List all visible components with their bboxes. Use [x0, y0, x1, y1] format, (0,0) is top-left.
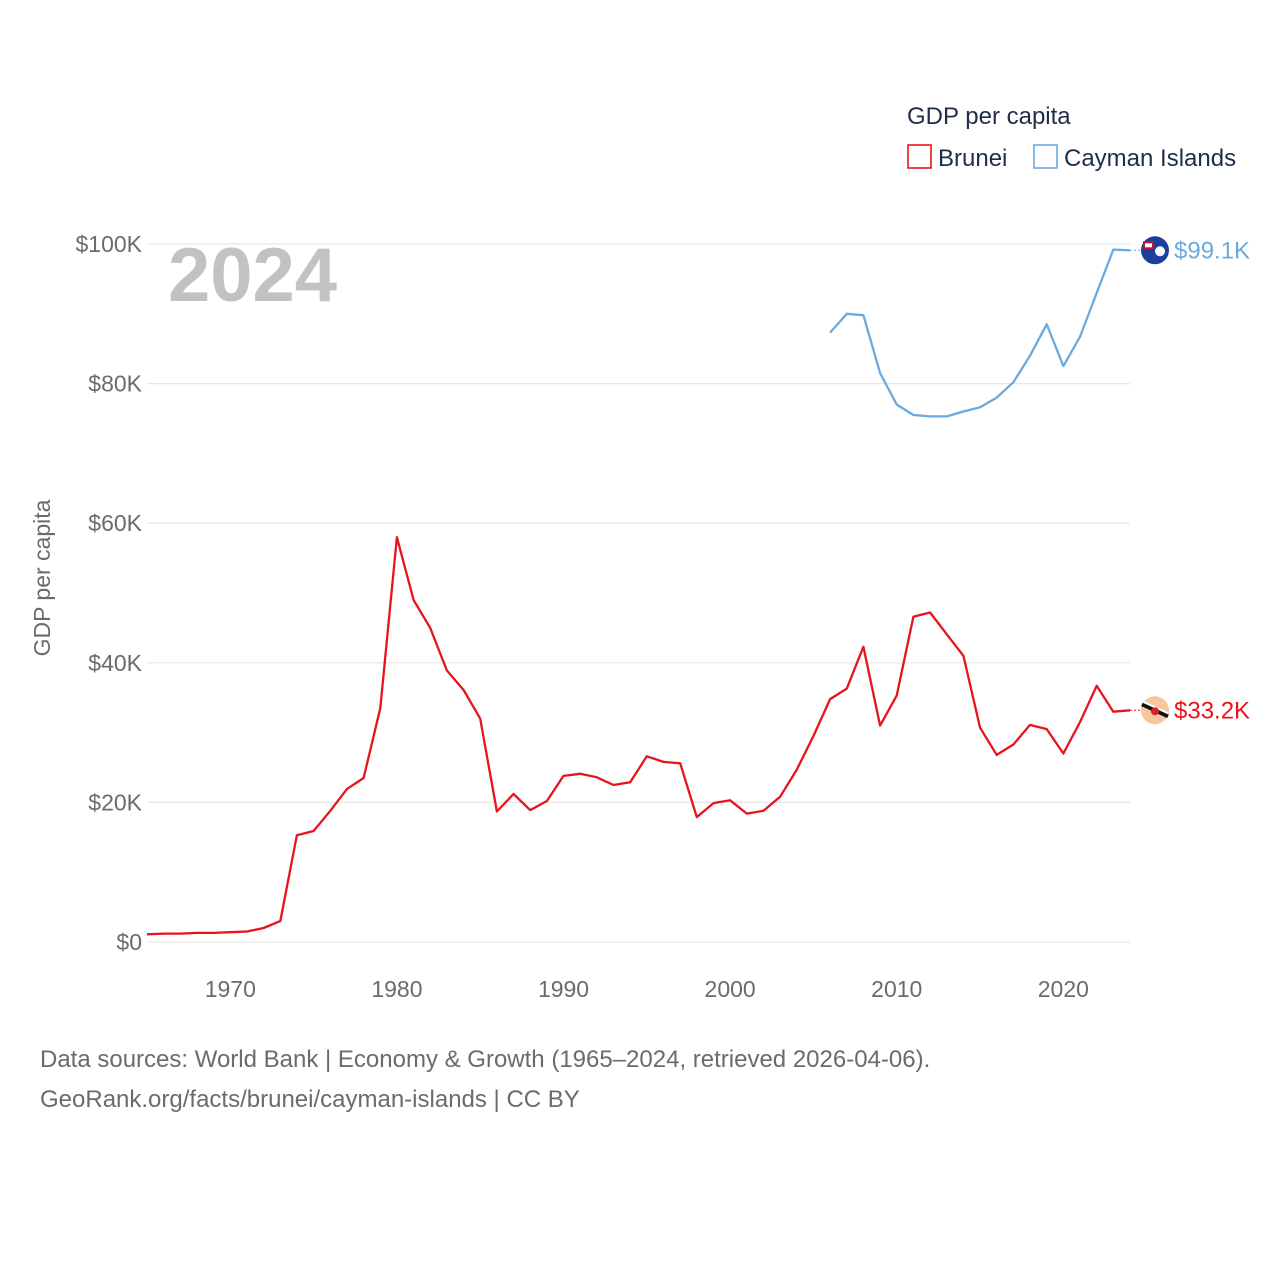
x-tick-label: 2000: [705, 976, 756, 1002]
cayman-flag-union-inner: [1145, 243, 1152, 248]
y-axis-title: GDP per capita: [29, 499, 55, 656]
y-axis: $0 $20K $40K $60K $80K $100K: [75, 231, 142, 955]
y-tick-label: $40K: [88, 650, 142, 676]
year-watermark: 2024: [168, 233, 337, 318]
cayman-islands-flag-icon: [1141, 236, 1169, 265]
footer-attribution[interactable]: GeoRank.org/facts/brunei/cayman-islands …: [40, 1086, 580, 1113]
y-tick-label: $80K: [88, 371, 142, 397]
x-tick-label: 2020: [1038, 976, 1089, 1002]
legend-item-brunei[interactable]: Brunei: [907, 144, 1007, 172]
legend[interactable]: GDP per capita Brunei Cayman Islands: [907, 103, 1236, 172]
chart: $0 $20K $40K $60K $80K $100K 1970 1980 1990 2000…: [29, 103, 1250, 1002]
y-tick-label: $60K: [88, 510, 142, 536]
x-tick-label: 1980: [371, 976, 422, 1002]
footer-sources: Data sources: World Bank | Economy & Gro…: [40, 1046, 931, 1073]
series-layer: $33.2K $99.1K: [146, 236, 1250, 936]
legend-label-cayman-islands: Cayman Islands: [1064, 145, 1236, 172]
legend-item-cayman-islands[interactable]: Cayman Islands: [1033, 144, 1236, 172]
cayman-flag-crest: [1155, 246, 1165, 257]
y-tick-label: $100K: [75, 231, 142, 257]
x-tick-label: 1990: [538, 976, 589, 1002]
brunei-flag-icon: [1141, 696, 1169, 725]
x-tick-label: 1970: [205, 976, 256, 1002]
end-value-label-cayman-islands: $99.1K: [1174, 237, 1250, 264]
legend-title: GDP per capita: [907, 103, 1071, 130]
series-line-brunei: [146, 536, 1131, 936]
brunei-flag-crest: [1151, 707, 1159, 716]
y-tick-label: $0: [116, 929, 142, 955]
legend-swatch-brunei: [907, 144, 932, 169]
x-tick-label: 2010: [871, 976, 922, 1002]
footer: Data sources: World Bank | Economy & Gro…: [40, 1040, 930, 1120]
end-value-label-brunei: $33.2K: [1174, 697, 1250, 724]
x-axis: 1970 1980 1990 2000 2010 2020: [205, 976, 1089, 1002]
legend-label-brunei: Brunei: [938, 145, 1007, 172]
legend-swatch-cayman-islands: [1033, 144, 1058, 169]
series-line-cayman-islands: [829, 248, 1131, 418]
grid: [147, 243, 1130, 943]
y-tick-label: $20K: [88, 789, 142, 815]
